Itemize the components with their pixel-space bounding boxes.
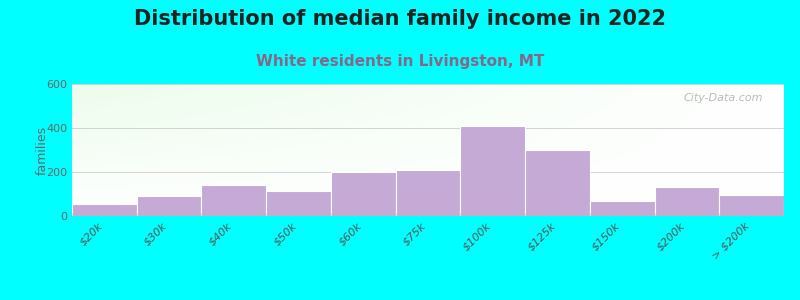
- Bar: [525, 150, 590, 216]
- Text: White residents in Livingston, MT: White residents in Livingston, MT: [256, 54, 544, 69]
- Bar: [72, 204, 137, 216]
- Bar: [654, 188, 719, 216]
- Bar: [590, 201, 654, 216]
- Y-axis label: families: families: [35, 125, 48, 175]
- Bar: [396, 170, 460, 216]
- Bar: [460, 126, 525, 216]
- Bar: [719, 195, 784, 216]
- Bar: [266, 191, 331, 216]
- Bar: [202, 185, 266, 216]
- Bar: [331, 172, 396, 216]
- Bar: [137, 196, 202, 216]
- Text: Distribution of median family income in 2022: Distribution of median family income in …: [134, 9, 666, 29]
- Text: City-Data.com: City-Data.com: [683, 93, 762, 103]
